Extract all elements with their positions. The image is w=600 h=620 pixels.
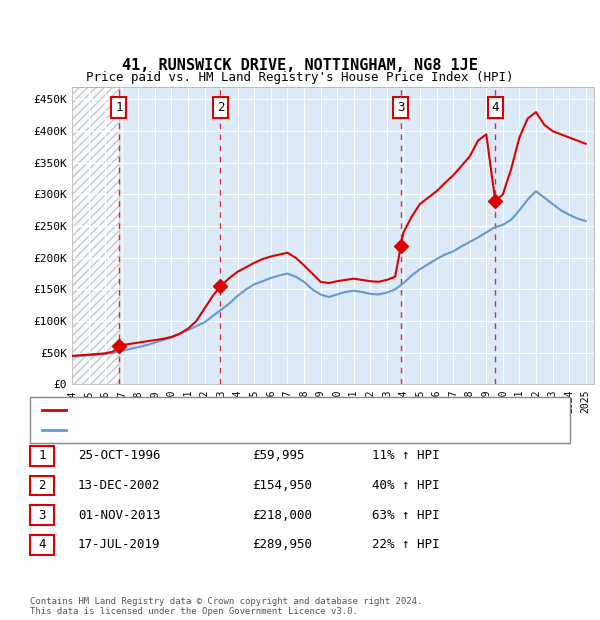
Text: 17-JUL-2019: 17-JUL-2019 — [78, 539, 161, 551]
Text: 41, RUNSWICK DRIVE, NOTTINGHAM, NG8 1JE (detached house): 41, RUNSWICK DRIVE, NOTTINGHAM, NG8 1JE … — [72, 405, 422, 415]
Text: Contains HM Land Registry data © Crown copyright and database right 2024.
This d: Contains HM Land Registry data © Crown c… — [30, 596, 422, 616]
Text: £59,995: £59,995 — [252, 450, 305, 462]
Text: 2: 2 — [38, 479, 46, 492]
Text: 63% ↑ HPI: 63% ↑ HPI — [372, 509, 439, 521]
Text: 4: 4 — [491, 101, 499, 114]
Bar — [72, 87, 119, 384]
Text: 2: 2 — [217, 101, 224, 114]
Text: 3: 3 — [397, 101, 404, 114]
Text: £154,950: £154,950 — [252, 479, 312, 492]
Text: £289,950: £289,950 — [252, 539, 312, 551]
Text: 25-OCT-1996: 25-OCT-1996 — [78, 450, 161, 462]
Text: 13-DEC-2002: 13-DEC-2002 — [78, 479, 161, 492]
Text: 22% ↑ HPI: 22% ↑ HPI — [372, 539, 439, 551]
Text: HPI: Average price, detached house, City of Nottingham: HPI: Average price, detached house, City… — [72, 425, 409, 435]
Text: 3: 3 — [38, 509, 46, 521]
Text: 01-NOV-2013: 01-NOV-2013 — [78, 509, 161, 521]
Text: 1: 1 — [115, 101, 122, 114]
Text: 4: 4 — [38, 539, 46, 551]
Text: Price paid vs. HM Land Registry's House Price Index (HPI): Price paid vs. HM Land Registry's House … — [86, 71, 514, 84]
Text: 11% ↑ HPI: 11% ↑ HPI — [372, 450, 439, 462]
Text: 1: 1 — [38, 450, 46, 462]
Text: 41, RUNSWICK DRIVE, NOTTINGHAM, NG8 1JE: 41, RUNSWICK DRIVE, NOTTINGHAM, NG8 1JE — [122, 58, 478, 73]
Text: £218,000: £218,000 — [252, 509, 312, 521]
Text: 40% ↑ HPI: 40% ↑ HPI — [372, 479, 439, 492]
